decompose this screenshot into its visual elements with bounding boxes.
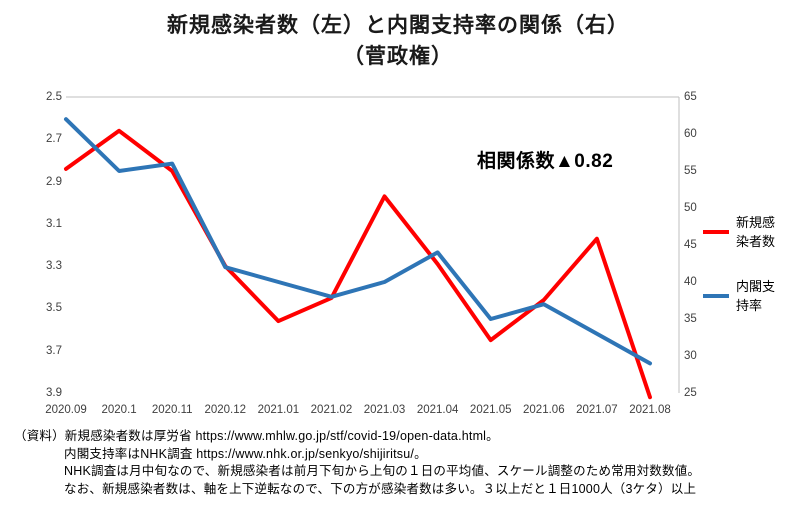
x-axis-label: 2020.11 bbox=[151, 404, 193, 416]
x-axis-label: 2021.05 bbox=[469, 404, 512, 416]
right-axis-tick: 45 bbox=[684, 239, 697, 251]
right-axis-tick: 25 bbox=[684, 387, 697, 399]
approval-line bbox=[64, 117, 652, 366]
legend: 新規感染者数 内閣支持率 bbox=[703, 213, 782, 341]
left-axis-tick: 3.3 bbox=[46, 260, 62, 273]
left-axis-tick: 2.9 bbox=[46, 175, 62, 188]
right-axis-tick: 40 bbox=[684, 276, 697, 288]
right-axis-tick: 30 bbox=[684, 350, 697, 362]
x-axis-label: 2020.1 bbox=[101, 404, 137, 416]
x-axis-label: 2020.12 bbox=[204, 404, 247, 416]
legend-label: 内閣支持率 bbox=[736, 279, 776, 313]
source-note-line: 内閣支持率はNHK調査 https://www.nhk.or.jp/senkyo… bbox=[64, 446, 427, 461]
x-axis-label: 2021.01 bbox=[257, 404, 300, 416]
correlation-annotation: 相関係数▲0.82 bbox=[477, 151, 614, 172]
source-notes: （資料）新規感染者数は厚労省 https://www.mhlw.go.jp/st… bbox=[14, 428, 792, 498]
right-axis-tick: 55 bbox=[684, 165, 697, 177]
infections-legend-swatch bbox=[703, 230, 729, 234]
left-axis-tick: 2.7 bbox=[46, 133, 62, 146]
right-axis-tick: 60 bbox=[684, 128, 697, 140]
approval-legend-swatch bbox=[703, 294, 729, 298]
chart-title-line2: （菅政権） bbox=[343, 45, 453, 68]
source-note-line: NHK調査は月中旬なので、新規感染者は前月下旬から上旬の１日の平均値、スケール調… bbox=[64, 464, 701, 478]
right-axis-tick: 50 bbox=[684, 202, 697, 214]
legend-item: 内閣支持率 bbox=[703, 277, 782, 315]
left-axis-tick: 3.7 bbox=[46, 344, 62, 357]
right-axis-tick: 65 bbox=[684, 91, 697, 103]
right-axis-tick: 35 bbox=[684, 313, 697, 325]
left-axis-tick: 2.5 bbox=[46, 91, 62, 103]
chart-title: 新規感染者数（左）と内閣支持率の関係（右） （菅政権） bbox=[0, 10, 796, 72]
x-axis-label: 2021.03 bbox=[363, 404, 406, 416]
source-note-line: なお、新規感染者数は、軸を上下逆転なので、下の方が感染者数は多い。３以上だと１日… bbox=[64, 481, 697, 496]
left-axis-tick: 3.5 bbox=[46, 302, 62, 315]
x-axis-label: 2021.07 bbox=[576, 404, 618, 416]
x-axis-label: 2021.06 bbox=[523, 404, 565, 416]
chart-title-line1: 新規感染者数（左）と内閣支持率の関係（右） bbox=[167, 14, 629, 37]
legend-item: 新規感染者数 bbox=[703, 213, 782, 251]
source-note-line: （資料）新規感染者数は厚労省 https://www.mhlw.go.jp/st… bbox=[14, 429, 499, 443]
x-axis-label: 2021.02 bbox=[310, 404, 353, 416]
x-axis-label: 2021.04 bbox=[416, 404, 459, 416]
legend-label: 新規感染者数 bbox=[736, 215, 776, 249]
x-axis-label: 2020.09 bbox=[45, 404, 87, 416]
left-axis-tick: 3.9 bbox=[46, 387, 62, 399]
x-axis-label: 2021.08 bbox=[629, 404, 671, 416]
left-axis-tick: 3.1 bbox=[46, 217, 62, 230]
